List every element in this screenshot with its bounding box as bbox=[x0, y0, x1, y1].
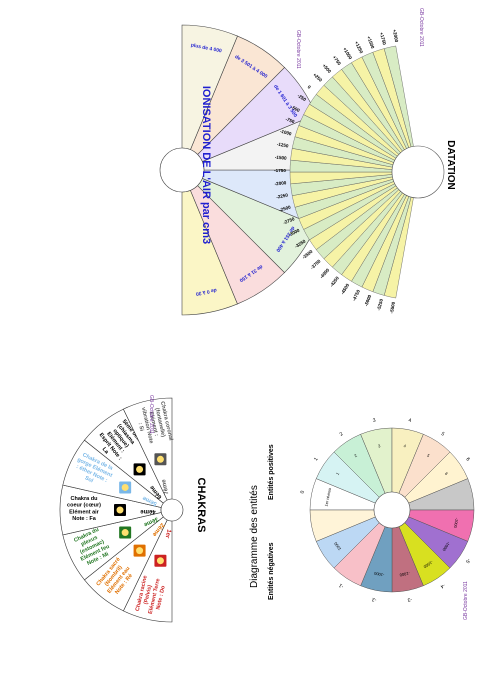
datation-label: +1000 bbox=[342, 47, 353, 61]
datation-label: -1750 bbox=[274, 168, 286, 173]
entites-credit: GB-Octobre 2011 bbox=[463, 581, 469, 620]
entites-sector-label: 1 bbox=[335, 471, 341, 476]
datation-label: -3500 bbox=[301, 249, 314, 260]
blue-mandala-icon bbox=[119, 481, 132, 494]
datation-diagram: -5500-5250-5000-4750-4500-4250-4000-3750… bbox=[274, 29, 456, 314]
datation-label: -4500 bbox=[340, 282, 351, 295]
red-mandala-icon bbox=[154, 554, 167, 567]
entites-sector-label: -1000 bbox=[373, 571, 385, 578]
entites-sector-label: 6 bbox=[444, 471, 450, 476]
entites-outer-label: 4 bbox=[408, 418, 412, 424]
datation-label: -5250 bbox=[376, 298, 384, 311]
entites-sector-label: -1000 bbox=[453, 517, 460, 529]
chakra-name: Chakra de lagorge Elément: éther Note :S… bbox=[70, 451, 116, 491]
entites-sector-label: -1000 bbox=[399, 571, 411, 578]
datation-label: +1750 bbox=[379, 32, 387, 46]
entites-sector-label: 1er niveau bbox=[323, 488, 332, 507]
datation-label: -4250 bbox=[329, 275, 340, 288]
datation-label: -5000 bbox=[363, 294, 372, 307]
green-mandala-icon bbox=[114, 504, 126, 516]
entites-outer-label: 5 bbox=[440, 431, 446, 438]
datation-label: +250 bbox=[312, 72, 323, 83]
entites-outer-label: 3 bbox=[372, 417, 376, 423]
entites-sector-label: 3 bbox=[378, 443, 382, 448]
entites-diagram: 1er niveau 0 1 1 2 2 3 3 4 4 5 5 6 6 -1000 -6 -1000 -5 -10… bbox=[249, 417, 480, 620]
ionisation-title: IONISATION DE L'AIR par cm3 bbox=[200, 86, 212, 244]
datation-title: DATATION bbox=[445, 140, 456, 189]
entites-outer-label: 1 bbox=[313, 456, 320, 462]
datation-label: -5500 bbox=[389, 301, 396, 314]
datation-credit: GB-Octobre 2011 bbox=[295, 30, 301, 69]
chakra-hub bbox=[160, 498, 184, 522]
chakra-number: 1er bbox=[164, 529, 172, 540]
entites-outer-label: -5 bbox=[464, 557, 472, 564]
entites-title: Diagramme des entités bbox=[249, 485, 260, 588]
entites-sector-label: 4 bbox=[403, 443, 407, 448]
chakra-number: 4ème bbox=[140, 508, 156, 514]
chakra-name: Chakra duplexus(estomac)Elément feuNote … bbox=[71, 526, 113, 569]
entites-positive-label: Entités positives bbox=[268, 444, 275, 500]
datation-label: -3250 bbox=[294, 238, 307, 249]
datation-label: -500 bbox=[290, 104, 301, 113]
entites-sector-label: -1000 bbox=[422, 560, 434, 570]
orange-mandala-icon bbox=[133, 544, 146, 557]
yellow-mandala-icon bbox=[119, 526, 132, 539]
indigo-mandala-icon bbox=[133, 463, 146, 476]
entites-outer-label: 6 bbox=[464, 457, 471, 463]
datation-label: +500 bbox=[321, 63, 332, 74]
entites-outer-label: -2 bbox=[371, 596, 377, 603]
entites-outer-label: -4 bbox=[439, 582, 446, 590]
datation-label: +750 bbox=[332, 55, 342, 67]
ionisation-credit: GB-Octobre 2011 bbox=[418, 8, 424, 47]
datation-label: -4000 bbox=[319, 267, 331, 279]
datation-label: -3000 bbox=[288, 228, 301, 238]
chakra-name: Chakra coronal(fontanelle)Elément :vibra… bbox=[133, 401, 174, 448]
entites-outer-label: -3 bbox=[407, 596, 413, 603]
datation-label: -2750 bbox=[283, 216, 296, 225]
datation-label: -1250 bbox=[276, 141, 289, 148]
datation-label: 0 bbox=[307, 84, 312, 90]
entites-hub bbox=[373, 491, 411, 529]
entites-outer-label: -6 bbox=[478, 525, 480, 531]
chakra-name: 5ème oeil(chiasmaoptique)Elément :Esprit… bbox=[92, 416, 143, 466]
chakra-name: Chakra du coeur (cœur) Elément air Note : F… bbox=[67, 496, 101, 522]
datation-label: -2250 bbox=[276, 192, 289, 199]
datation-label: -2000 bbox=[274, 180, 287, 186]
entites-outer-label: -1 bbox=[338, 582, 345, 590]
datation-label: +1250 bbox=[354, 40, 364, 54]
datation-label: +1500 bbox=[366, 35, 375, 49]
chakra-credit: GB-Octobre 2011 bbox=[148, 395, 154, 434]
entites-sector-label: 1000 bbox=[333, 541, 343, 552]
entites-sector-label: -1000 bbox=[441, 541, 451, 553]
datation-label: -250 bbox=[297, 93, 308, 102]
entites-sector-label: 2 bbox=[353, 452, 358, 458]
entites-outer-label: 0 bbox=[300, 490, 306, 494]
datation-label: -3750 bbox=[309, 258, 321, 270]
ionisation-label: de 0 à 30 bbox=[195, 287, 217, 297]
entites-sector-label: 5 bbox=[426, 453, 431, 459]
ionisation-hub bbox=[159, 147, 205, 193]
datation-label: -2500 bbox=[279, 204, 292, 212]
chakra-title: CHAKRAS bbox=[195, 478, 207, 533]
entites-negative-label: Entités négatives bbox=[268, 542, 275, 600]
datation-label: +2000 bbox=[392, 29, 399, 43]
datation-label: -4750 bbox=[351, 289, 361, 302]
chakra-number: 7ème bbox=[161, 478, 170, 495]
entites-outer-label: 2 bbox=[339, 431, 345, 438]
datation-label: -750 bbox=[285, 116, 296, 124]
datation-label: -1500 bbox=[275, 155, 288, 161]
rainbow-mandala-icon bbox=[154, 453, 167, 466]
datation-label: -1000 bbox=[279, 128, 292, 136]
datation-hub bbox=[391, 145, 445, 199]
